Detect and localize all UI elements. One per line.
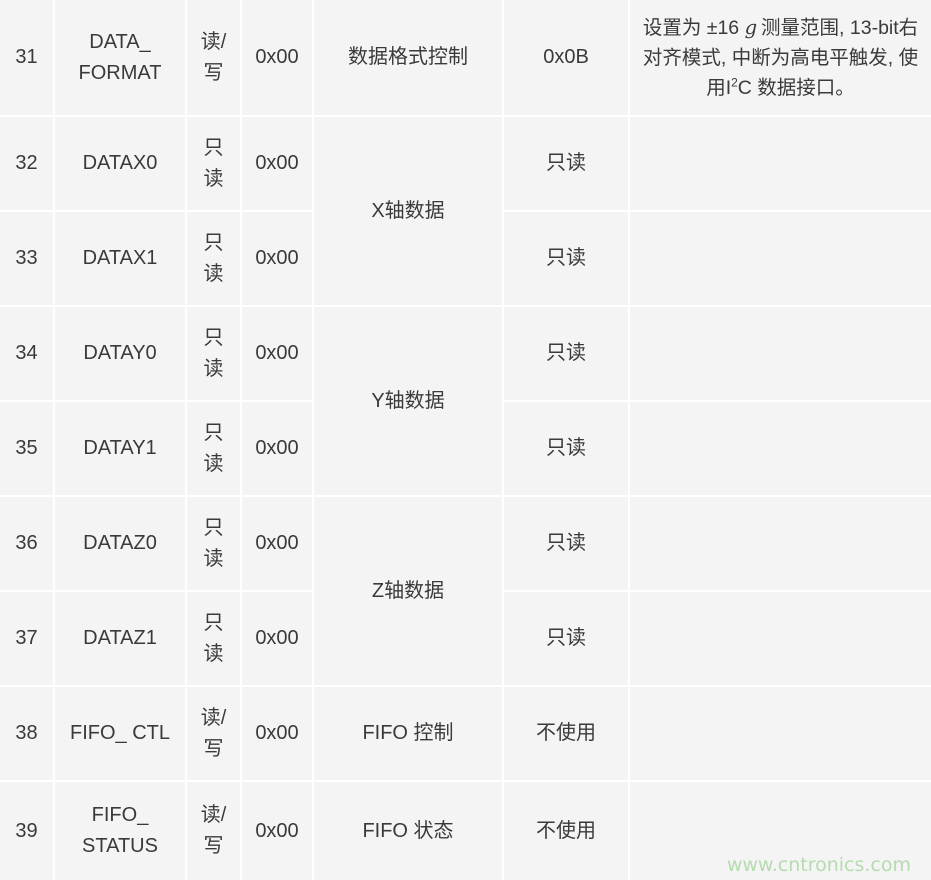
- register-address: 36: [0, 497, 53, 590]
- register-name: DATAZ1: [55, 592, 185, 685]
- register-address: 31: [0, 0, 53, 115]
- register-name: DATAZ0: [55, 497, 185, 590]
- register-address: 37: [0, 592, 53, 685]
- description: [630, 117, 931, 210]
- setting-value: 不使用: [504, 782, 628, 880]
- register-address: 39: [0, 782, 53, 880]
- access-type: 只读: [187, 592, 240, 685]
- setting-value: 0x0B: [504, 0, 628, 115]
- description-part: 测量范围, 13-bit右对齐模式, 中断为高电平触发, 使用I: [642, 16, 919, 99]
- description: 设置为 ±16 g 测量范围, 13-bit右对齐模式, 中断为高电平触发, 使用…: [630, 0, 931, 115]
- reset-value: 0x00: [242, 307, 312, 400]
- watermark: www.cntronics.com: [726, 854, 911, 876]
- description: [630, 687, 931, 780]
- setting-value: 只读: [504, 592, 628, 685]
- access-type: 只读: [187, 497, 240, 590]
- register-name: DATAY0: [55, 307, 185, 400]
- description: [630, 307, 931, 400]
- setting-value: 只读: [504, 402, 628, 495]
- reset-value: 0x00: [242, 592, 312, 685]
- register-address: 34: [0, 307, 53, 400]
- setting-value: 只读: [504, 497, 628, 590]
- reset-value: 0x00: [242, 0, 312, 115]
- register-function: FIFO 状态: [314, 782, 502, 880]
- access-type: 读/写: [187, 687, 240, 780]
- register-address: 33: [0, 212, 53, 305]
- register-name: DATAY1: [55, 402, 185, 495]
- register-name: DATAX1: [55, 212, 185, 305]
- reset-value: 0x00: [242, 687, 312, 780]
- setting-value: 只读: [504, 307, 628, 400]
- reset-value: 0x00: [242, 117, 312, 210]
- register-name: DATAX0: [55, 117, 185, 210]
- unit-g: g: [744, 15, 758, 39]
- reset-value: 0x00: [242, 402, 312, 495]
- access-type: 只读: [187, 402, 240, 495]
- setting-value: 不使用: [504, 687, 628, 780]
- register-function: X轴数据: [314, 117, 502, 305]
- register-function: Z轴数据: [314, 497, 502, 685]
- access-type: 读/写: [187, 0, 240, 115]
- setting-value: 只读: [504, 212, 628, 305]
- description: [630, 782, 931, 880]
- register-address: 32: [0, 117, 53, 210]
- register-function: FIFO 控制: [314, 687, 502, 780]
- description-text: 设置为 ±16 g 测量范围, 13-bit右对齐模式, 中断为高电平触发, 使用…: [640, 13, 921, 103]
- register-name: FIFO_ CTL: [55, 687, 185, 780]
- description: [630, 592, 931, 685]
- register-name: DATA_ FORMAT: [55, 0, 185, 115]
- access-type: 读/写: [187, 782, 240, 880]
- superscript: 2: [731, 75, 738, 89]
- description-part: 设置为 ±16: [642, 16, 745, 39]
- access-type: 只读: [187, 212, 240, 305]
- register-name: FIFO_ STATUS: [55, 782, 185, 880]
- reset-value: 0x00: [242, 212, 312, 305]
- setting-value: 只读: [504, 117, 628, 210]
- access-type: 只读: [187, 117, 240, 210]
- reset-value: 0x00: [242, 497, 312, 590]
- register-address: 38: [0, 687, 53, 780]
- reset-value: 0x00: [242, 782, 312, 880]
- description: [630, 497, 931, 590]
- register-address: 35: [0, 402, 53, 495]
- description: [630, 212, 931, 305]
- access-type: 只读: [187, 307, 240, 400]
- register-function: 数据格式控制: [314, 0, 502, 115]
- description-part: C 数据接口。: [737, 76, 855, 99]
- description: [630, 402, 931, 495]
- register-function: Y轴数据: [314, 307, 502, 495]
